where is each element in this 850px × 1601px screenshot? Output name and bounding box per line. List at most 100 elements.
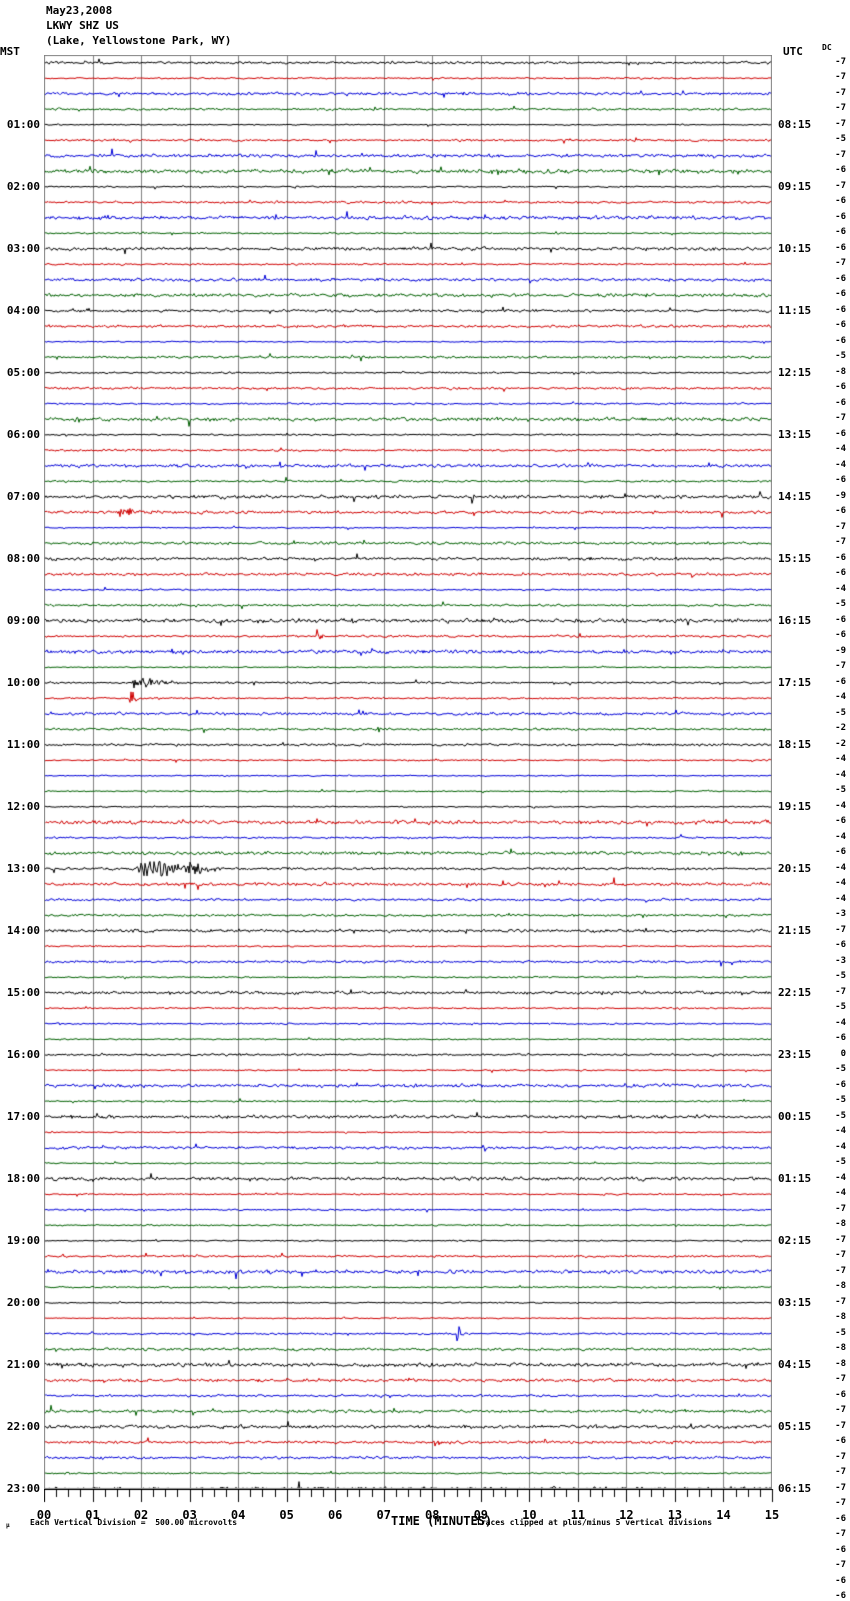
utc-hour-label-15: 23:15	[778, 1047, 812, 1061]
dc-value-2: -7	[835, 87, 846, 98]
dc-value-35: -5	[835, 599, 846, 610]
dc-value-65: -5	[835, 1064, 846, 1075]
utc-hour-label-2: 10:15	[778, 241, 812, 255]
mst-hour-label-2: 03:00	[6, 241, 40, 255]
mst-hour-label-22: 23:00	[6, 1481, 40, 1495]
dc-value-54: -4	[835, 893, 846, 904]
mst-hour-label-0: 01:00	[6, 117, 40, 131]
dc-value-9: -6	[835, 196, 846, 207]
dc-value-27: -6	[835, 475, 846, 486]
mst-hour-label-8: 09:00	[6, 613, 40, 627]
mst-hour-label-7: 08:00	[6, 551, 40, 565]
mst-hour-label-14: 15:00	[6, 985, 40, 999]
dc-value-7: -6	[835, 165, 846, 176]
dc-value-69: -4	[835, 1126, 846, 1137]
minute-label-14: 14	[716, 1508, 731, 1522]
dc-value-26: -4	[835, 459, 846, 470]
x-axis-title: TIME (MINUTES)	[391, 1514, 493, 1528]
dc-value-33: -6	[835, 568, 846, 579]
dc-value-74: -7	[835, 1203, 846, 1214]
dc-value-78: -7	[835, 1265, 846, 1276]
dc-value-11: -6	[835, 227, 846, 238]
utc-hour-label-20: 04:15	[778, 1357, 812, 1371]
dc-value-60: -7	[835, 986, 846, 997]
dc-value-15: -6	[835, 289, 846, 300]
mst-hour-label-10: 11:00	[6, 737, 40, 751]
dc-value-4: -7	[835, 118, 846, 129]
minute-label-10: 10	[522, 1508, 537, 1522]
dc-value-95: -7	[835, 1529, 846, 1540]
dc-column-header: DC	[822, 43, 832, 52]
dc-value-21: -6	[835, 382, 846, 393]
dc-value-22: -6	[835, 397, 846, 408]
minute-label-12: 12	[619, 1508, 634, 1522]
dc-value-68: -5	[835, 1110, 846, 1121]
dc-value-0: -7	[835, 56, 846, 67]
dc-value-45: -4	[835, 754, 846, 765]
dc-value-12: -6	[835, 242, 846, 253]
dc-value-29: -6	[835, 506, 846, 517]
mst-hour-label-17: 18:00	[6, 1171, 40, 1185]
dc-value-92: -7	[835, 1482, 846, 1493]
dc-value-17: -6	[835, 320, 846, 331]
dc-value-47: -5	[835, 785, 846, 796]
station-code: LKWY SHZ US	[46, 19, 119, 32]
minute-label-03: 03	[182, 1508, 197, 1522]
utc-hour-label-9: 17:15	[778, 675, 812, 689]
dc-value-38: -9	[835, 645, 846, 656]
dc-value-13: -7	[835, 258, 846, 269]
dc-value-61: -5	[835, 1002, 846, 1013]
dc-value-70: -4	[835, 1141, 846, 1152]
dc-value-19: -5	[835, 351, 846, 362]
mst-hour-label-1: 02:00	[6, 179, 40, 193]
dc-value-14: -6	[835, 273, 846, 284]
utc-hour-label-1: 09:15	[778, 179, 812, 193]
dc-value-91: -7	[835, 1467, 846, 1478]
mst-hour-label-20: 21:00	[6, 1357, 40, 1371]
mst-hour-label-6: 07:00	[6, 489, 40, 503]
utc-hour-label-7: 15:15	[778, 551, 812, 565]
mst-hour-label-12: 13:00	[6, 861, 40, 875]
utc-hour-label-21: 05:15	[778, 1419, 812, 1433]
dc-value-98: -6	[835, 1575, 846, 1586]
mst-hour-label-4: 05:00	[6, 365, 40, 379]
mst-hour-label-13: 14:00	[6, 923, 40, 937]
minute-label-08: 08	[425, 1508, 440, 1522]
utc-hour-label-19: 03:15	[778, 1295, 812, 1309]
utc-hour-label-12: 20:15	[778, 861, 812, 875]
dc-value-16: -6	[835, 304, 846, 315]
dc-value-42: -5	[835, 707, 846, 718]
minute-label-06: 06	[327, 1508, 343, 1522]
dc-value-34: -4	[835, 583, 846, 594]
mst-hour-label-9: 10:00	[6, 675, 40, 689]
dc-value-8: -7	[835, 180, 846, 191]
dc-value-84: -8	[835, 1358, 846, 1369]
dc-value-59: -5	[835, 971, 846, 982]
dc-value-80: -7	[835, 1296, 846, 1307]
dc-value-51: -6	[835, 847, 846, 858]
dc-value-64: 0	[840, 1048, 846, 1059]
mst-hour-label-16: 17:00	[6, 1109, 40, 1123]
utc-hour-label-22: 06:15	[778, 1481, 812, 1495]
dc-value-30: -7	[835, 521, 846, 532]
dc-value-94: -6	[835, 1513, 846, 1524]
dc-value-23: -7	[835, 413, 846, 424]
utc-hour-label-16: 00:15	[778, 1109, 812, 1123]
minute-label-00: 00	[36, 1508, 52, 1522]
minute-label-05: 05	[279, 1508, 294, 1522]
dc-value-24: -6	[835, 428, 846, 439]
dc-value-62: -4	[835, 1017, 846, 1028]
utc-hour-label-18: 02:15	[778, 1233, 812, 1247]
mst-hour-label-19: 20:00	[6, 1295, 40, 1309]
dc-value-76: -7	[835, 1234, 846, 1245]
dc-value-72: -4	[835, 1172, 846, 1183]
dc-value-36: -6	[835, 614, 846, 625]
mst-hour-label-3: 04:00	[6, 303, 40, 317]
dc-value-28: -9	[835, 490, 846, 501]
dc-value-89: -6	[835, 1436, 846, 1447]
dc-value-67: -5	[835, 1095, 846, 1106]
dc-value-53: -4	[835, 878, 846, 889]
dc-value-43: -2	[835, 723, 846, 734]
utc-hour-label-8: 16:15	[778, 613, 812, 627]
dc-value-82: -5	[835, 1327, 846, 1338]
